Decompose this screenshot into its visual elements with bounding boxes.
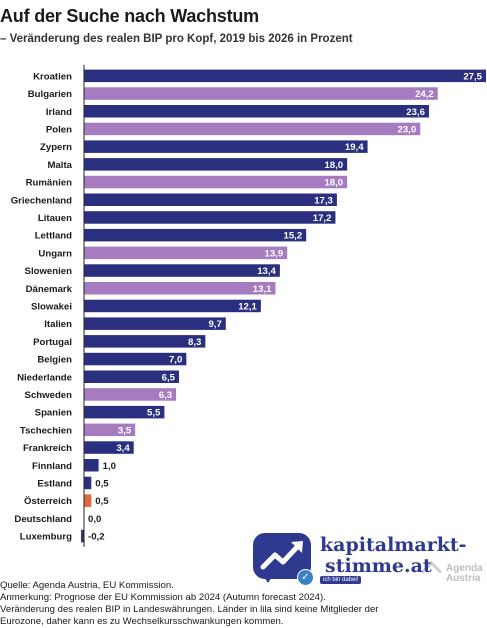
category-label: Portugal bbox=[33, 337, 72, 348]
bar bbox=[84, 335, 206, 348]
value-label: 7,0 bbox=[169, 355, 182, 366]
value-label: 17,3 bbox=[314, 195, 333, 206]
bar bbox=[84, 317, 226, 330]
category-label: Österreich bbox=[24, 496, 72, 507]
logo-line2: stimme.at bbox=[325, 555, 432, 577]
category-label: Finnland bbox=[32, 461, 72, 472]
category-label: Ungarn bbox=[38, 248, 72, 259]
value-label: 9,7 bbox=[208, 319, 221, 330]
bar bbox=[84, 441, 134, 454]
category-label: Lettland bbox=[35, 231, 72, 242]
chart-subtitle: – Veränderung des realen BIP pro Kopf, 2… bbox=[0, 33, 353, 45]
value-label: 13,9 bbox=[265, 248, 284, 259]
value-label: 5,5 bbox=[147, 408, 161, 419]
value-label: 13,1 bbox=[253, 284, 272, 295]
value-label: 23,6 bbox=[406, 107, 425, 118]
category-label: Irland bbox=[46, 107, 72, 118]
value-label: 24,2 bbox=[415, 89, 434, 100]
category-label: Griechenland bbox=[11, 195, 72, 206]
note-line-3: Veränderung des realen BIP in Landeswähr… bbox=[0, 604, 379, 615]
value-label: 27,5 bbox=[463, 71, 482, 82]
category-label: Kroatien bbox=[33, 71, 72, 82]
bar bbox=[84, 282, 276, 295]
logo-line1: kapitalmarkt- bbox=[320, 534, 467, 556]
value-label: 8,3 bbox=[188, 337, 201, 348]
value-label: 1,0 bbox=[103, 461, 116, 472]
logo-tag: ich bin dabei! bbox=[320, 576, 362, 584]
category-label: Estland bbox=[37, 478, 72, 489]
bar-chart: Kroatien 27,5 Bulgarien 24,2 Irland 23,6 Polen… bbox=[11, 65, 486, 547]
kapitalmarkt-stimme-logo[interactable]: ✓ kapitalmarkt- stimme.at ich bin dabei! bbox=[250, 531, 487, 591]
bar bbox=[84, 459, 99, 472]
chart-notes: Quelle: Agenda Austria, EU Kommission. A… bbox=[0, 580, 487, 628]
note-line-4: Eurozone, daher kann es zu Wechselkurssc… bbox=[0, 616, 284, 627]
bar bbox=[84, 299, 261, 313]
bar bbox=[84, 388, 177, 401]
remark-note: Anmerkung: Prognose der EU Kommission ab… bbox=[0, 592, 326, 603]
bar bbox=[84, 175, 348, 189]
trend-arrow-icon bbox=[260, 541, 303, 570]
check-icon: ✓ bbox=[297, 569, 314, 586]
category-label: Polen bbox=[46, 124, 72, 135]
bar bbox=[84, 476, 92, 490]
value-label: -0,2 bbox=[88, 532, 105, 543]
category-label: Italien bbox=[44, 319, 72, 330]
value-label: 19,4 bbox=[345, 142, 364, 153]
category-label: Frankreich bbox=[23, 443, 72, 454]
category-label: Malta bbox=[47, 160, 72, 171]
category-label: Luxemburg bbox=[20, 532, 72, 543]
value-label: 3,4 bbox=[116, 443, 130, 454]
bar bbox=[84, 193, 337, 206]
bar bbox=[84, 69, 486, 83]
value-label: 18,0 bbox=[324, 160, 343, 171]
value-label: 23,0 bbox=[398, 124, 417, 135]
value-label: 0,0 bbox=[88, 514, 101, 525]
bar bbox=[84, 405, 165, 419]
value-label: 0,5 bbox=[95, 496, 109, 507]
bar bbox=[84, 140, 368, 153]
category-label: Slowakei bbox=[31, 301, 72, 312]
bar bbox=[84, 122, 421, 136]
bar bbox=[84, 105, 429, 118]
bar bbox=[84, 423, 136, 437]
bar bbox=[84, 211, 336, 224]
category-label: Litauen bbox=[38, 213, 72, 224]
bar bbox=[84, 352, 187, 366]
category-label: Schweden bbox=[25, 390, 73, 401]
category-label: Slowenien bbox=[25, 266, 73, 277]
category-label: Niederlande bbox=[17, 372, 72, 383]
value-label: 18,0 bbox=[324, 178, 343, 189]
category-label: Spanien bbox=[35, 408, 72, 419]
value-label: 15,2 bbox=[284, 231, 303, 242]
value-label: 6,3 bbox=[159, 390, 172, 401]
agenda-logo-line2: Austria bbox=[446, 573, 481, 584]
value-label: 17,2 bbox=[313, 213, 332, 224]
bar bbox=[84, 228, 307, 242]
category-label: Rumänien bbox=[26, 178, 73, 189]
value-label: 13,4 bbox=[257, 266, 276, 277]
category-label: Deutschland bbox=[14, 514, 72, 525]
category-label: Tschechien bbox=[20, 425, 72, 436]
bar bbox=[84, 158, 348, 171]
bar bbox=[84, 264, 280, 277]
value-label: 6,5 bbox=[162, 372, 176, 383]
value-label: 0,5 bbox=[95, 478, 109, 489]
bar bbox=[84, 87, 438, 100]
source-note: Quelle: Agenda Austria, EU Kommission. bbox=[0, 580, 174, 591]
category-label: Bulgarien bbox=[28, 89, 72, 100]
bar bbox=[81, 529, 84, 543]
agenda-logo-line1: Agenda bbox=[446, 563, 483, 574]
category-label: Belgien bbox=[37, 355, 72, 366]
value-label: 12,1 bbox=[238, 301, 257, 312]
bar bbox=[84, 494, 92, 507]
category-label: Zypern bbox=[40, 142, 72, 153]
chart-title: Auf der Suche nach Wachstum bbox=[0, 6, 259, 26]
bar bbox=[84, 370, 180, 383]
bar bbox=[84, 246, 288, 260]
value-label: 3,5 bbox=[118, 425, 132, 436]
speech-bubble-tail bbox=[260, 571, 276, 583]
agenda-austria-logo: Agenda Austria bbox=[420, 560, 487, 584]
category-label: Dänemark bbox=[26, 284, 73, 295]
